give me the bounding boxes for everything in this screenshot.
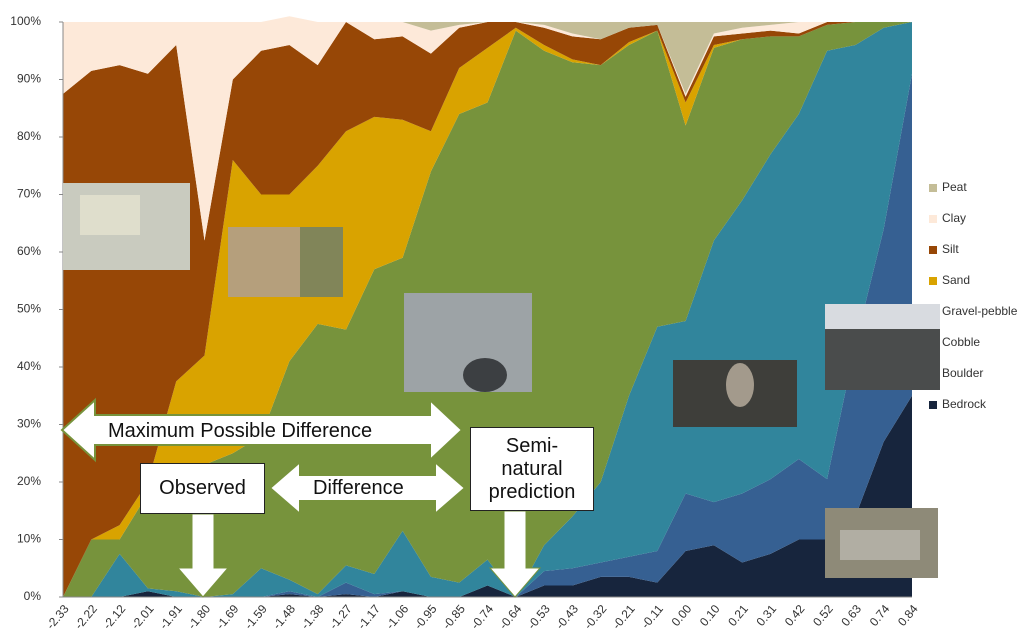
y-tick-label: 100%: [10, 14, 41, 28]
legend-label: Clay: [942, 211, 966, 225]
y-tick-label: 0%: [24, 589, 42, 603]
y-tick-label: 40%: [17, 359, 41, 373]
legend-label: Bedrock: [942, 397, 987, 411]
y-tick-label: 60%: [17, 244, 41, 258]
legend-swatch: [929, 401, 937, 409]
area: [63, 22, 912, 597]
photo-detail: [825, 304, 940, 329]
y-tick-label: 30%: [17, 417, 41, 431]
down-arrow: [488, 510, 542, 598]
area: [63, 16, 912, 241]
annotation-box: Semi-natural prediction: [470, 427, 594, 511]
double-arrow: [268, 459, 467, 517]
double-arrow: [60, 397, 464, 463]
area: [63, 22, 912, 597]
legend-swatch: [929, 184, 937, 192]
y-tick-label: 20%: [17, 474, 41, 488]
y-tick-label: 10%: [17, 532, 41, 546]
legend-label: Boulder: [942, 366, 983, 380]
area: [63, 22, 912, 597]
y-tick-label: 70%: [17, 187, 41, 201]
legend-label: Peat: [942, 180, 967, 194]
down-arrow: [176, 513, 230, 598]
photo-detail: [726, 363, 754, 407]
annotation-box: Observed: [140, 463, 265, 514]
photo-detail: [463, 358, 507, 392]
legend-label: Silt: [942, 242, 959, 256]
legend-label: Cobble: [942, 335, 980, 349]
photo-detail: [300, 227, 343, 297]
legend-swatch: [929, 277, 937, 285]
legend-label: Sand: [942, 273, 970, 287]
y-tick-label: 50%: [17, 302, 41, 316]
area: [63, 16, 912, 94]
annotation: Maximum Possible Difference: [108, 420, 373, 442]
annotation: Difference: [313, 477, 404, 499]
legend-label: Gravel-pebble: [942, 304, 1018, 318]
y-tick-label: 80%: [17, 129, 41, 143]
legend-swatch: [929, 246, 937, 254]
legend-swatch: [929, 215, 937, 223]
photo-detail: [80, 195, 140, 235]
y-tick-label: 90%: [17, 72, 41, 86]
photo-detail: [840, 530, 920, 560]
